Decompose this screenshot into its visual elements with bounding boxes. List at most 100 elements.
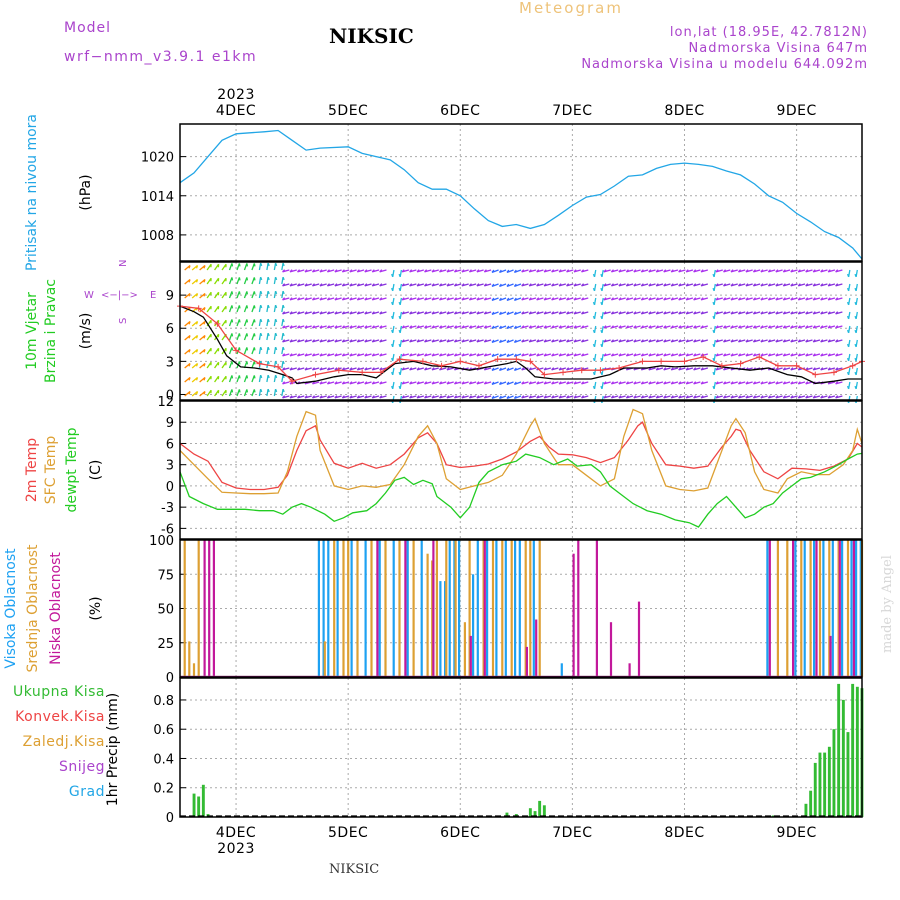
wind-barb-head (536, 339, 540, 343)
wind-barb-head (468, 269, 472, 273)
wind-barb-head (506, 311, 510, 315)
precip-ytick-label: 0.6 (153, 723, 174, 738)
wind-barb-head (730, 283, 734, 287)
wind-barb-head (805, 311, 809, 315)
wind-barb-head (439, 283, 443, 287)
wind-barb-head (364, 395, 368, 399)
precip-bar (533, 811, 537, 817)
wind-barb-head (424, 297, 428, 301)
wind-barb-head (289, 367, 293, 371)
wind-barb-head (401, 339, 405, 343)
model-name: wrf−nmm_v3.9.1 e1km (64, 49, 258, 65)
wind-barb-head (398, 385, 401, 390)
wind-barb-head (439, 353, 443, 357)
wind-barb-head (670, 353, 674, 357)
wind-barb-head (663, 339, 667, 343)
wind-barb-head (685, 367, 689, 371)
wind-barb-head (752, 353, 756, 357)
wind-barb-head (730, 325, 734, 329)
wind-barb-head (364, 283, 368, 287)
wind-barb-head (297, 269, 301, 273)
wind-barb-head (670, 325, 674, 329)
wind-barb-head (854, 371, 857, 376)
wind-barb-head (543, 269, 547, 273)
wind-barb-head (610, 269, 614, 273)
wind-barb-head (461, 339, 465, 343)
wind-barb-head (573, 311, 577, 315)
wind-barb-head (655, 311, 659, 315)
clouds-bar (792, 540, 795, 677)
wind-barb-head (835, 353, 839, 357)
wind-barb-head (835, 395, 839, 399)
wind-barb-head (304, 339, 308, 343)
wind-barb-head (356, 325, 360, 329)
precip-bar (542, 805, 546, 817)
wind-barb-head (528, 269, 532, 273)
wind-barb-head (536, 297, 540, 301)
wind-barb-head (715, 269, 719, 273)
gust-marker (616, 364, 623, 371)
wind-barb-head (820, 353, 824, 357)
wind-barb-head (812, 339, 816, 343)
wind-barb-head (195, 363, 199, 367)
wind-barb-head (203, 321, 206, 325)
wind-barb-head (334, 297, 338, 301)
wind-barb-head (678, 297, 682, 301)
wind-barb-head (498, 381, 502, 385)
temperature-ytick-label: -3 (161, 501, 174, 516)
wind-barb-head (476, 381, 480, 385)
precip-ytick-label: 0.2 (153, 782, 174, 797)
clouds-ytick-label: 100 (149, 534, 174, 549)
wind-barb-head (364, 339, 368, 343)
gust-marker (359, 369, 366, 376)
wind-unit: (m/s) (78, 313, 94, 350)
temperature-ytick-label: 3 (166, 459, 174, 474)
wind-barb-head (260, 262, 263, 267)
bottom-day-label: 5DEC (328, 825, 368, 841)
wind-barb-head (723, 311, 727, 315)
wind-ytick-label: 9 (166, 289, 174, 304)
wind-barb-head (341, 311, 345, 315)
wind-barb-head (468, 353, 472, 357)
wind-barb-head (767, 297, 771, 301)
clouds-bar (432, 540, 435, 677)
wind-barb-head (827, 269, 831, 273)
wind-barb-head (231, 333, 234, 337)
wind-barb-head (231, 291, 234, 295)
wind-barb-head (260, 276, 263, 281)
wind-barb-head (253, 277, 256, 281)
clouds-bar (482, 540, 485, 677)
wind-barb-head (498, 353, 502, 357)
gust-marker (396, 356, 403, 363)
wind-barb-head (267, 262, 270, 267)
wind-barb-head (566, 297, 570, 301)
wind-barb-head (483, 339, 487, 343)
wind-barb-head (812, 311, 816, 315)
wind-barb-head (700, 269, 704, 273)
wind-barb-head (543, 311, 547, 315)
wind-barb-head (297, 297, 301, 301)
wind-barb-head (693, 339, 697, 343)
wind-barb-head (655, 283, 659, 287)
wind-barb-head (431, 311, 435, 315)
clouds-axis-label: Niska Oblacnost (48, 552, 64, 665)
wind-barb-head (663, 311, 667, 315)
wind-barb-head (468, 339, 472, 343)
wind-barb-head (715, 297, 719, 301)
wind-barb-head (551, 381, 555, 385)
clouds-bar (445, 540, 448, 677)
wind-barb-head (431, 269, 435, 273)
wind-barb-head (820, 395, 824, 399)
wind-barb-head (391, 357, 394, 362)
wind-barb-head (282, 283, 286, 287)
wind-barb-head (558, 367, 562, 371)
wind-barb-head (341, 395, 345, 399)
wind-barb-head (409, 297, 413, 301)
wind-barb-head (521, 325, 525, 329)
wind-barb-head (670, 367, 674, 371)
clouds-bar (514, 540, 517, 677)
wind-barb-head (797, 395, 801, 399)
wind-barb-head (846, 371, 850, 376)
pressure-frame (179, 123, 863, 262)
wind-barb-head (334, 381, 338, 385)
